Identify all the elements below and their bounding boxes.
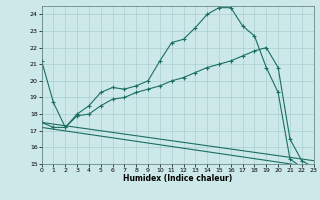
X-axis label: Humidex (Indice chaleur): Humidex (Indice chaleur) — [123, 174, 232, 183]
